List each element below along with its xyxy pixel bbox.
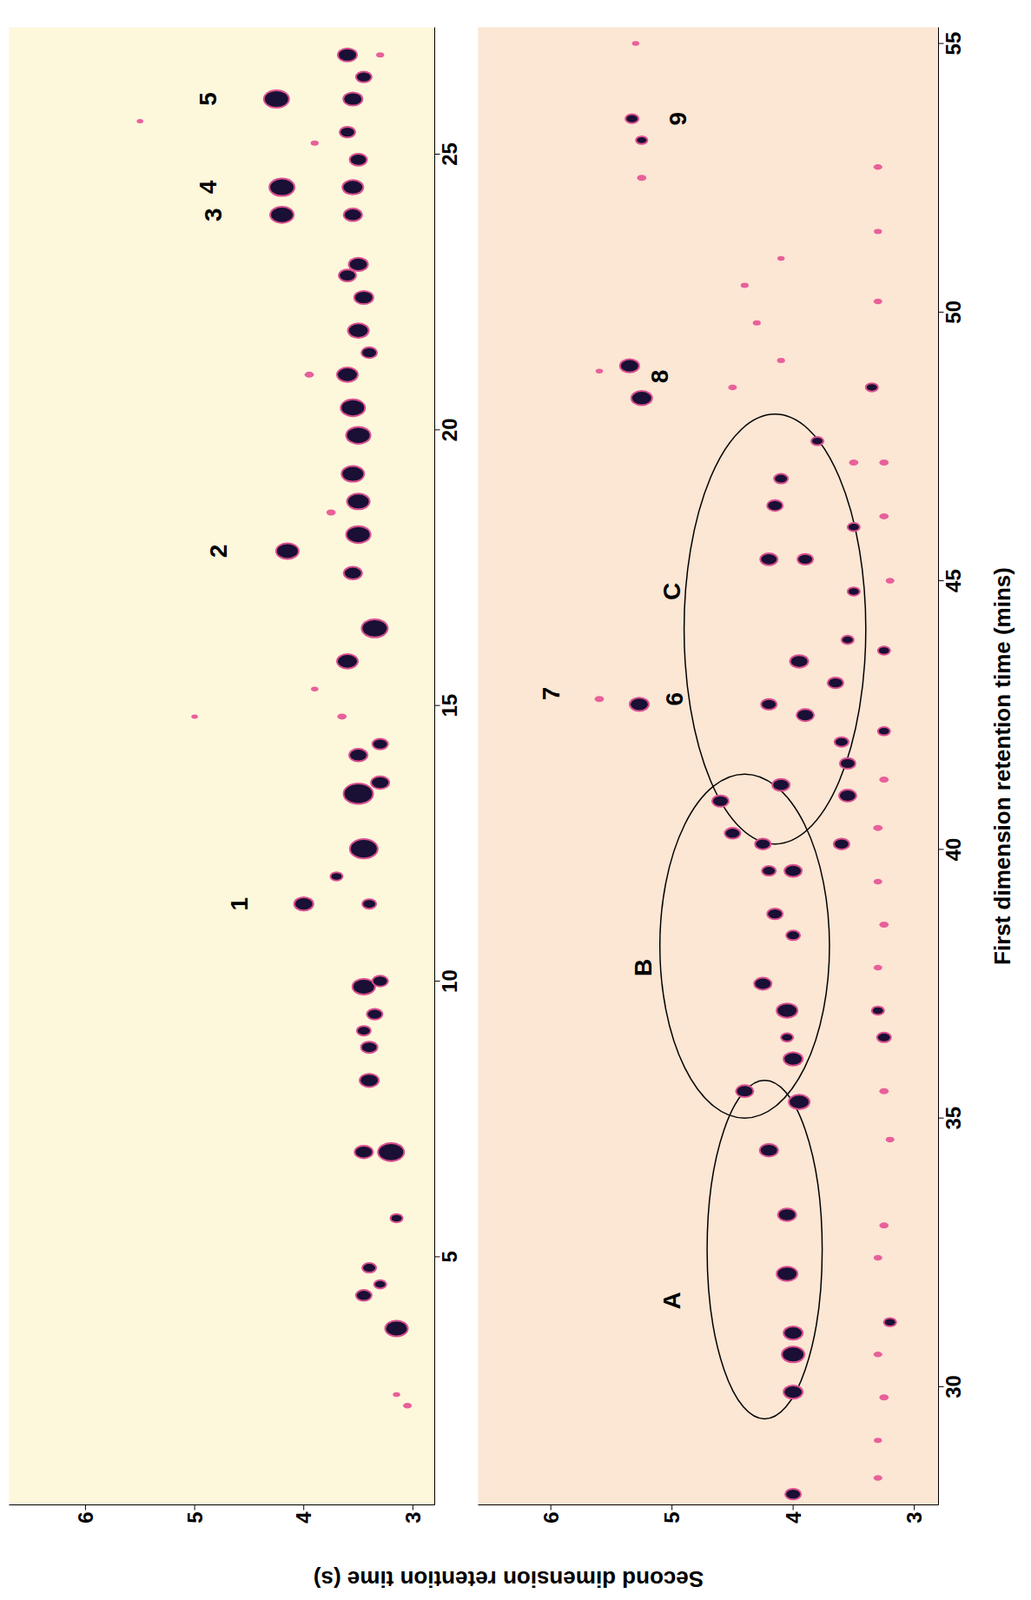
svg-text:3: 3 <box>902 1511 926 1523</box>
svg-text:20: 20 <box>436 417 461 442</box>
svg-text:45: 45 <box>940 568 965 593</box>
svg-text:10: 10 <box>436 969 461 993</box>
svg-text:5: 5 <box>193 92 221 106</box>
svg-text:4: 4 <box>193 179 221 194</box>
svg-text:5: 5 <box>182 1511 206 1523</box>
svg-text:50: 50 <box>940 299 965 324</box>
svg-text:8: 8 <box>646 369 674 384</box>
svg-text:5: 5 <box>436 1250 461 1263</box>
svg-text:4: 4 <box>780 1510 805 1523</box>
svg-text:1: 1 <box>225 896 253 911</box>
svg-text:6: 6 <box>660 691 688 706</box>
svg-text:A: A <box>658 1291 686 1309</box>
svg-text:B: B <box>628 958 656 976</box>
svg-text:5: 5 <box>660 1511 684 1523</box>
svg-text:6: 6 <box>538 1511 562 1523</box>
svg-text:30: 30 <box>940 1374 965 1399</box>
svg-text:9: 9 <box>664 111 692 126</box>
html-text:Second dimension retention tim: Second dimension retention time (s) <box>313 1565 704 1592</box>
svg-text:3: 3 <box>400 1511 424 1523</box>
svg-text:First dimension retention time: First dimension retention time (mins) <box>988 567 1015 965</box>
svg-text:7: 7 <box>536 686 564 701</box>
svg-text:40: 40 <box>940 837 965 861</box>
svg-text:25: 25 <box>436 142 461 166</box>
svg-text:4: 4 <box>291 1510 316 1523</box>
svg-text:C: C <box>658 581 686 600</box>
svg-text:15: 15 <box>436 693 461 717</box>
svg-text:6: 6 <box>72 1511 97 1523</box>
svg-text:55: 55 <box>940 31 965 55</box>
svg-text:35: 35 <box>940 1105 965 1130</box>
svg-text:3: 3 <box>198 207 226 222</box>
svg-text:2: 2 <box>204 543 232 558</box>
